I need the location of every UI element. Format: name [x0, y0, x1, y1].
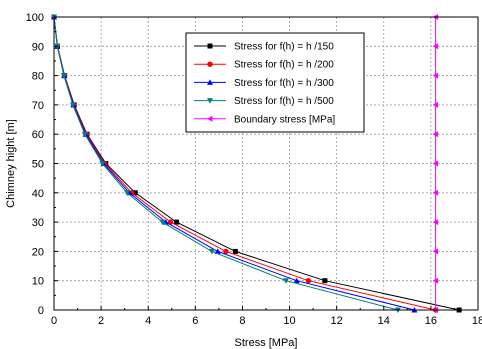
x-tick-label: 12: [331, 315, 343, 327]
legend-label: Stress for f(h) = h /300: [234, 78, 334, 89]
x-tick-label: 16: [425, 315, 437, 327]
y-tick-label: 20: [32, 246, 44, 258]
x-tick-label: 0: [51, 315, 57, 327]
y-tick-label: 30: [32, 217, 44, 229]
legend: Stress for f(h) = h /150 Stress for f(h) …: [185, 32, 365, 133]
data-point: [207, 98, 213, 104]
x-axis-title: Stress [MPa]: [235, 337, 298, 349]
y-tick-label: 70: [32, 100, 44, 112]
data-point: [223, 248, 229, 255]
y-axis-title: Chimney hight [m]: [5, 119, 17, 208]
data-point: [432, 101, 439, 108]
y-tick-label: 100: [26, 12, 44, 24]
x-tick-label: 6: [192, 315, 198, 327]
data-point: [208, 248, 215, 255]
data-point: [432, 72, 439, 79]
data-point: [132, 190, 138, 196]
y-tick-label: 60: [32, 129, 44, 141]
x-tick-label: 4: [145, 315, 151, 327]
data-point: [432, 131, 439, 138]
y-tick-label: 40: [32, 188, 44, 200]
x-tick-label: 14: [378, 315, 390, 327]
y-tick-label: 10: [32, 276, 44, 288]
data-point: [432, 160, 439, 167]
y-tick-label: 50: [32, 159, 44, 171]
x-tick-label: 2: [98, 315, 104, 327]
series: [432, 14, 439, 313]
data-point: [305, 278, 312, 284]
legend-label: Stress for f(h) = h /150: [234, 42, 334, 53]
data-point: [124, 190, 131, 196]
data-point: [214, 248, 221, 254]
legend-label: Boundary stress [MPa]: [234, 114, 335, 125]
y-tick-label: 80: [32, 71, 44, 83]
y-tick-label: 90: [32, 41, 44, 53]
x-tick-label: 8: [239, 315, 245, 327]
data-point: [173, 219, 179, 225]
data-point: [159, 219, 166, 226]
data-point: [207, 43, 213, 49]
y-tick-label: 0: [38, 305, 44, 317]
data-point: [432, 43, 439, 50]
x-tick-label: 10: [283, 315, 295, 327]
data-point: [207, 79, 213, 85]
data-point: [69, 102, 76, 108]
legend-label: Stress for f(h) = h /200: [234, 60, 334, 71]
ticks: 0 2 4 6 8 10 12 14 16 18 0 10 20 30 40 50 60 70 80 90 100: [26, 12, 482, 327]
data-point: [232, 248, 238, 254]
data-point: [432, 219, 439, 226]
data-point: [207, 115, 213, 122]
data-point: [99, 161, 106, 167]
data-point: [60, 73, 67, 79]
data-point: [432, 189, 439, 196]
legend-label: Stress for f(h) = h /500: [234, 96, 334, 107]
data-point: [81, 131, 88, 138]
data-point: [293, 277, 300, 284]
data-point: [432, 277, 439, 284]
x-tick-label: 18: [472, 315, 482, 327]
data-point: [432, 248, 439, 255]
data-point: [283, 278, 290, 284]
data-point: [322, 278, 328, 284]
data-point: [207, 61, 213, 67]
